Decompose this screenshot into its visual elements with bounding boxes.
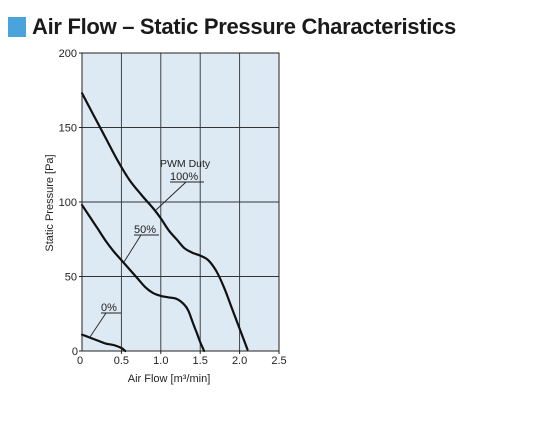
y-axis-label: Static Pressure [Pa] [44, 154, 56, 251]
series-leader-line [89, 312, 107, 338]
y-tick-label: 50 [65, 272, 77, 284]
x-tick-label: 1.5 [193, 355, 208, 367]
x-origin-tick-label: 0 [77, 355, 83, 367]
series-label-0: 0% [101, 302, 117, 314]
y-tick-label: 100 [59, 197, 77, 209]
series-label-100: 100% [170, 171, 198, 183]
legend-title: PWM Duty [160, 158, 211, 170]
y-tick-label: 150 [59, 123, 77, 135]
tick-labels: 00 50 100 150 200 0.5 1.0 1.5 2.0 2.5 [59, 48, 287, 367]
curve-pwm-0 [80, 333, 127, 353]
x-tick-label: 2.5 [271, 355, 286, 367]
series-label-50: 50% [134, 224, 156, 236]
y-tick-label: 0 [72, 346, 78, 358]
data-curves [80, 92, 249, 353]
x-tick-label: 0.5 [114, 355, 129, 367]
x-axis-label: Air Flow [m³/min] [128, 373, 211, 385]
x-tick-label: 2.0 [232, 355, 247, 367]
y-tick-label: 200 [59, 48, 77, 60]
x-tick-label: 1.0 [153, 355, 168, 367]
page-title: Air Flow – Static Pressure Characteristi… [32, 14, 456, 39]
grid-lines [82, 53, 279, 351]
title-marker-square [8, 17, 26, 37]
page-heading: Air Flow – Static Pressure Characteristi… [8, 14, 456, 40]
curve-pwm-100 [80, 92, 249, 351]
series-leader-line [123, 234, 142, 263]
series-leader-line [155, 181, 187, 211]
curve-pwm-50 [80, 203, 206, 353]
